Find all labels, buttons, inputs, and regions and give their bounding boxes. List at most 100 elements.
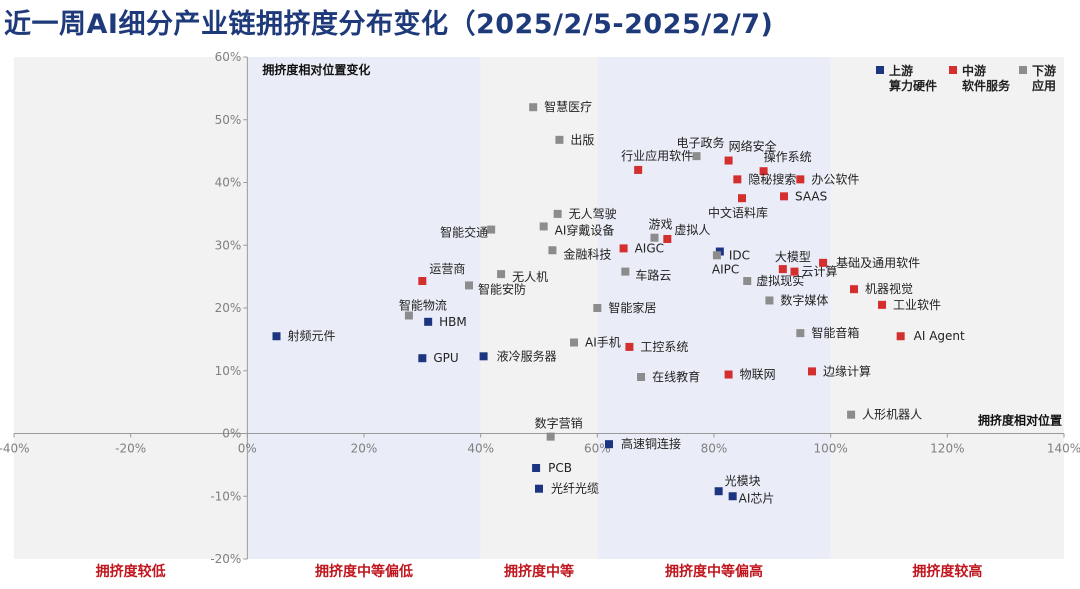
data-label-s1-9: 办公软件 bbox=[811, 171, 859, 186]
y-tick-label: 30% bbox=[215, 238, 242, 252]
data-point-s2-16 bbox=[743, 277, 752, 286]
band-label-0: 拥挤度较低 bbox=[95, 564, 166, 580]
data-label-s2-3: AI穿戴设备 bbox=[555, 222, 615, 237]
legend-label-1-0: 中游 bbox=[962, 63, 986, 78]
y-tick-label: 50% bbox=[215, 113, 242, 127]
band-label-4: 拥挤度较高 bbox=[912, 564, 983, 580]
x-tick-label: 100% bbox=[814, 442, 848, 456]
x-tick-label: -20% bbox=[115, 442, 146, 456]
data-point-s2-5 bbox=[548, 246, 557, 255]
band-label-1: 拥挤度中等偏低 bbox=[315, 564, 413, 580]
data-label-s0-9: IDC bbox=[729, 249, 750, 263]
data-point-s1-15 bbox=[850, 285, 858, 294]
data-label-s2-9: 智能家居 bbox=[608, 300, 656, 315]
legend-swatch-1 bbox=[949, 66, 957, 74]
data-label-s1-11: SAAS bbox=[795, 189, 827, 203]
y-tick-label: 20% bbox=[215, 301, 242, 315]
data-label-s0-4: 高速铜连接 bbox=[621, 436, 681, 451]
data-label-s0-2: GPU bbox=[433, 351, 458, 365]
data-point-s1-0 bbox=[418, 277, 427, 286]
band-2 bbox=[480, 57, 598, 559]
x-tick-label: 40% bbox=[467, 442, 494, 456]
data-label-s1-3: 工控系统 bbox=[640, 340, 688, 354]
x-tick-label: -40% bbox=[0, 442, 30, 456]
band-4 bbox=[830, 57, 1064, 559]
data-label-s1-13: 云计算 bbox=[802, 264, 838, 279]
data-label-s2-7: 智能安防 bbox=[478, 281, 526, 296]
data-label-s1-18: 边缘计算 bbox=[823, 363, 871, 378]
data-label-s0-8: AI芯片 bbox=[739, 491, 775, 505]
x-tick-label: 0% bbox=[238, 442, 257, 456]
data-label-s0-0: 射频元件 bbox=[288, 328, 336, 343]
data-label-s2-6: 无人机 bbox=[512, 270, 548, 284]
data-point-s2-9 bbox=[593, 304, 602, 312]
data-label-s0-6: 光纤光缆 bbox=[551, 482, 599, 496]
data-label-s1-4: 物联网 bbox=[740, 368, 776, 382]
data-point-s1-7 bbox=[759, 167, 768, 176]
x-axis-title: 拥挤度相对位置 bbox=[978, 413, 1062, 428]
data-label-s2-5: 金融科技 bbox=[563, 246, 611, 261]
data-label-s2-12: 游戏 bbox=[649, 218, 673, 232]
data-point-s2-6 bbox=[497, 270, 506, 279]
legend-label-2-1: 应用 bbox=[1032, 78, 1056, 93]
data-label-s0-7: 光模块 bbox=[725, 474, 761, 488]
data-label-s1-12: 大模型 bbox=[775, 250, 811, 264]
data-point-s2-11 bbox=[637, 373, 646, 382]
data-point-s2-4 bbox=[487, 225, 496, 234]
data-point-s2-3 bbox=[539, 222, 548, 231]
y-tick-label: -10% bbox=[210, 489, 241, 503]
data-point-s0-3 bbox=[479, 352, 488, 361]
data-point-s1-13 bbox=[790, 267, 799, 276]
data-point-s1-11 bbox=[780, 192, 788, 201]
data-label-s0-1: HBM bbox=[439, 315, 467, 329]
legend-label-2-0: 下游 bbox=[1032, 63, 1056, 78]
y-tick-label: 10% bbox=[215, 364, 242, 378]
data-point-s2-12 bbox=[650, 233, 659, 242]
legend-swatch-2 bbox=[1019, 66, 1027, 74]
band-1 bbox=[247, 57, 481, 559]
data-point-s2-13 bbox=[621, 267, 630, 276]
data-point-s1-14 bbox=[819, 258, 828, 267]
data-point-s2-10 bbox=[570, 338, 578, 347]
data-point-s2-0 bbox=[529, 103, 538, 112]
data-point-s2-7 bbox=[465, 281, 473, 290]
y-tick-label: -20% bbox=[210, 552, 241, 566]
x-tick-label: 80% bbox=[701, 442, 728, 456]
x-tick-label: 20% bbox=[351, 442, 378, 456]
data-point-s2-20 bbox=[546, 432, 555, 441]
y-tick-label: 40% bbox=[215, 176, 242, 190]
data-label-s1-1: AIGC bbox=[635, 241, 664, 255]
data-point-s2-1 bbox=[555, 135, 564, 144]
data-label-s2-18: 智能音箱 bbox=[811, 325, 859, 340]
data-point-s0-4 bbox=[605, 440, 613, 449]
data-point-s0-7 bbox=[714, 487, 723, 496]
band-3 bbox=[597, 57, 831, 559]
data-point-s1-2 bbox=[663, 234, 672, 243]
legend-label-0-0: 上游 bbox=[889, 63, 913, 78]
data-label-s2-17: 数字媒体 bbox=[780, 292, 828, 307]
data-label-s1-6: 网络安全 bbox=[729, 139, 777, 154]
data-point-s2-2 bbox=[553, 209, 562, 218]
band-label-3: 拥挤度中等偏高 bbox=[665, 564, 763, 580]
band-label-2: 拥挤度中等 bbox=[504, 564, 574, 580]
data-point-s0-2 bbox=[418, 354, 427, 363]
data-point-s2-15 bbox=[712, 251, 721, 260]
data-point-s1-4 bbox=[724, 370, 733, 379]
data-label-s2-10: AI手机 bbox=[585, 336, 621, 350]
data-label-s2-16: 虚拟现实 bbox=[756, 273, 804, 288]
data-label-s2-2: 无人驾驶 bbox=[569, 206, 617, 221]
data-point-s1-6 bbox=[724, 156, 733, 165]
y-axis-title: 拥挤度相对位置变化 bbox=[262, 62, 370, 77]
data-label-s2-4: 智能交通 bbox=[440, 225, 488, 240]
data-label-s2-11: 在线教育 bbox=[652, 369, 700, 384]
legend-swatch-0 bbox=[876, 66, 884, 74]
data-point-s2-17 bbox=[765, 296, 774, 305]
x-tick-label: 140% bbox=[1047, 442, 1080, 456]
y-tick-label: 60% bbox=[215, 50, 242, 64]
data-label-s1-10: 中文语料库 bbox=[708, 205, 768, 220]
data-label-s2-13: 车路云 bbox=[635, 268, 671, 283]
data-label-s2-15: AIPC bbox=[712, 262, 739, 276]
data-point-s1-3 bbox=[625, 342, 634, 351]
data-point-s1-9 bbox=[796, 175, 805, 184]
